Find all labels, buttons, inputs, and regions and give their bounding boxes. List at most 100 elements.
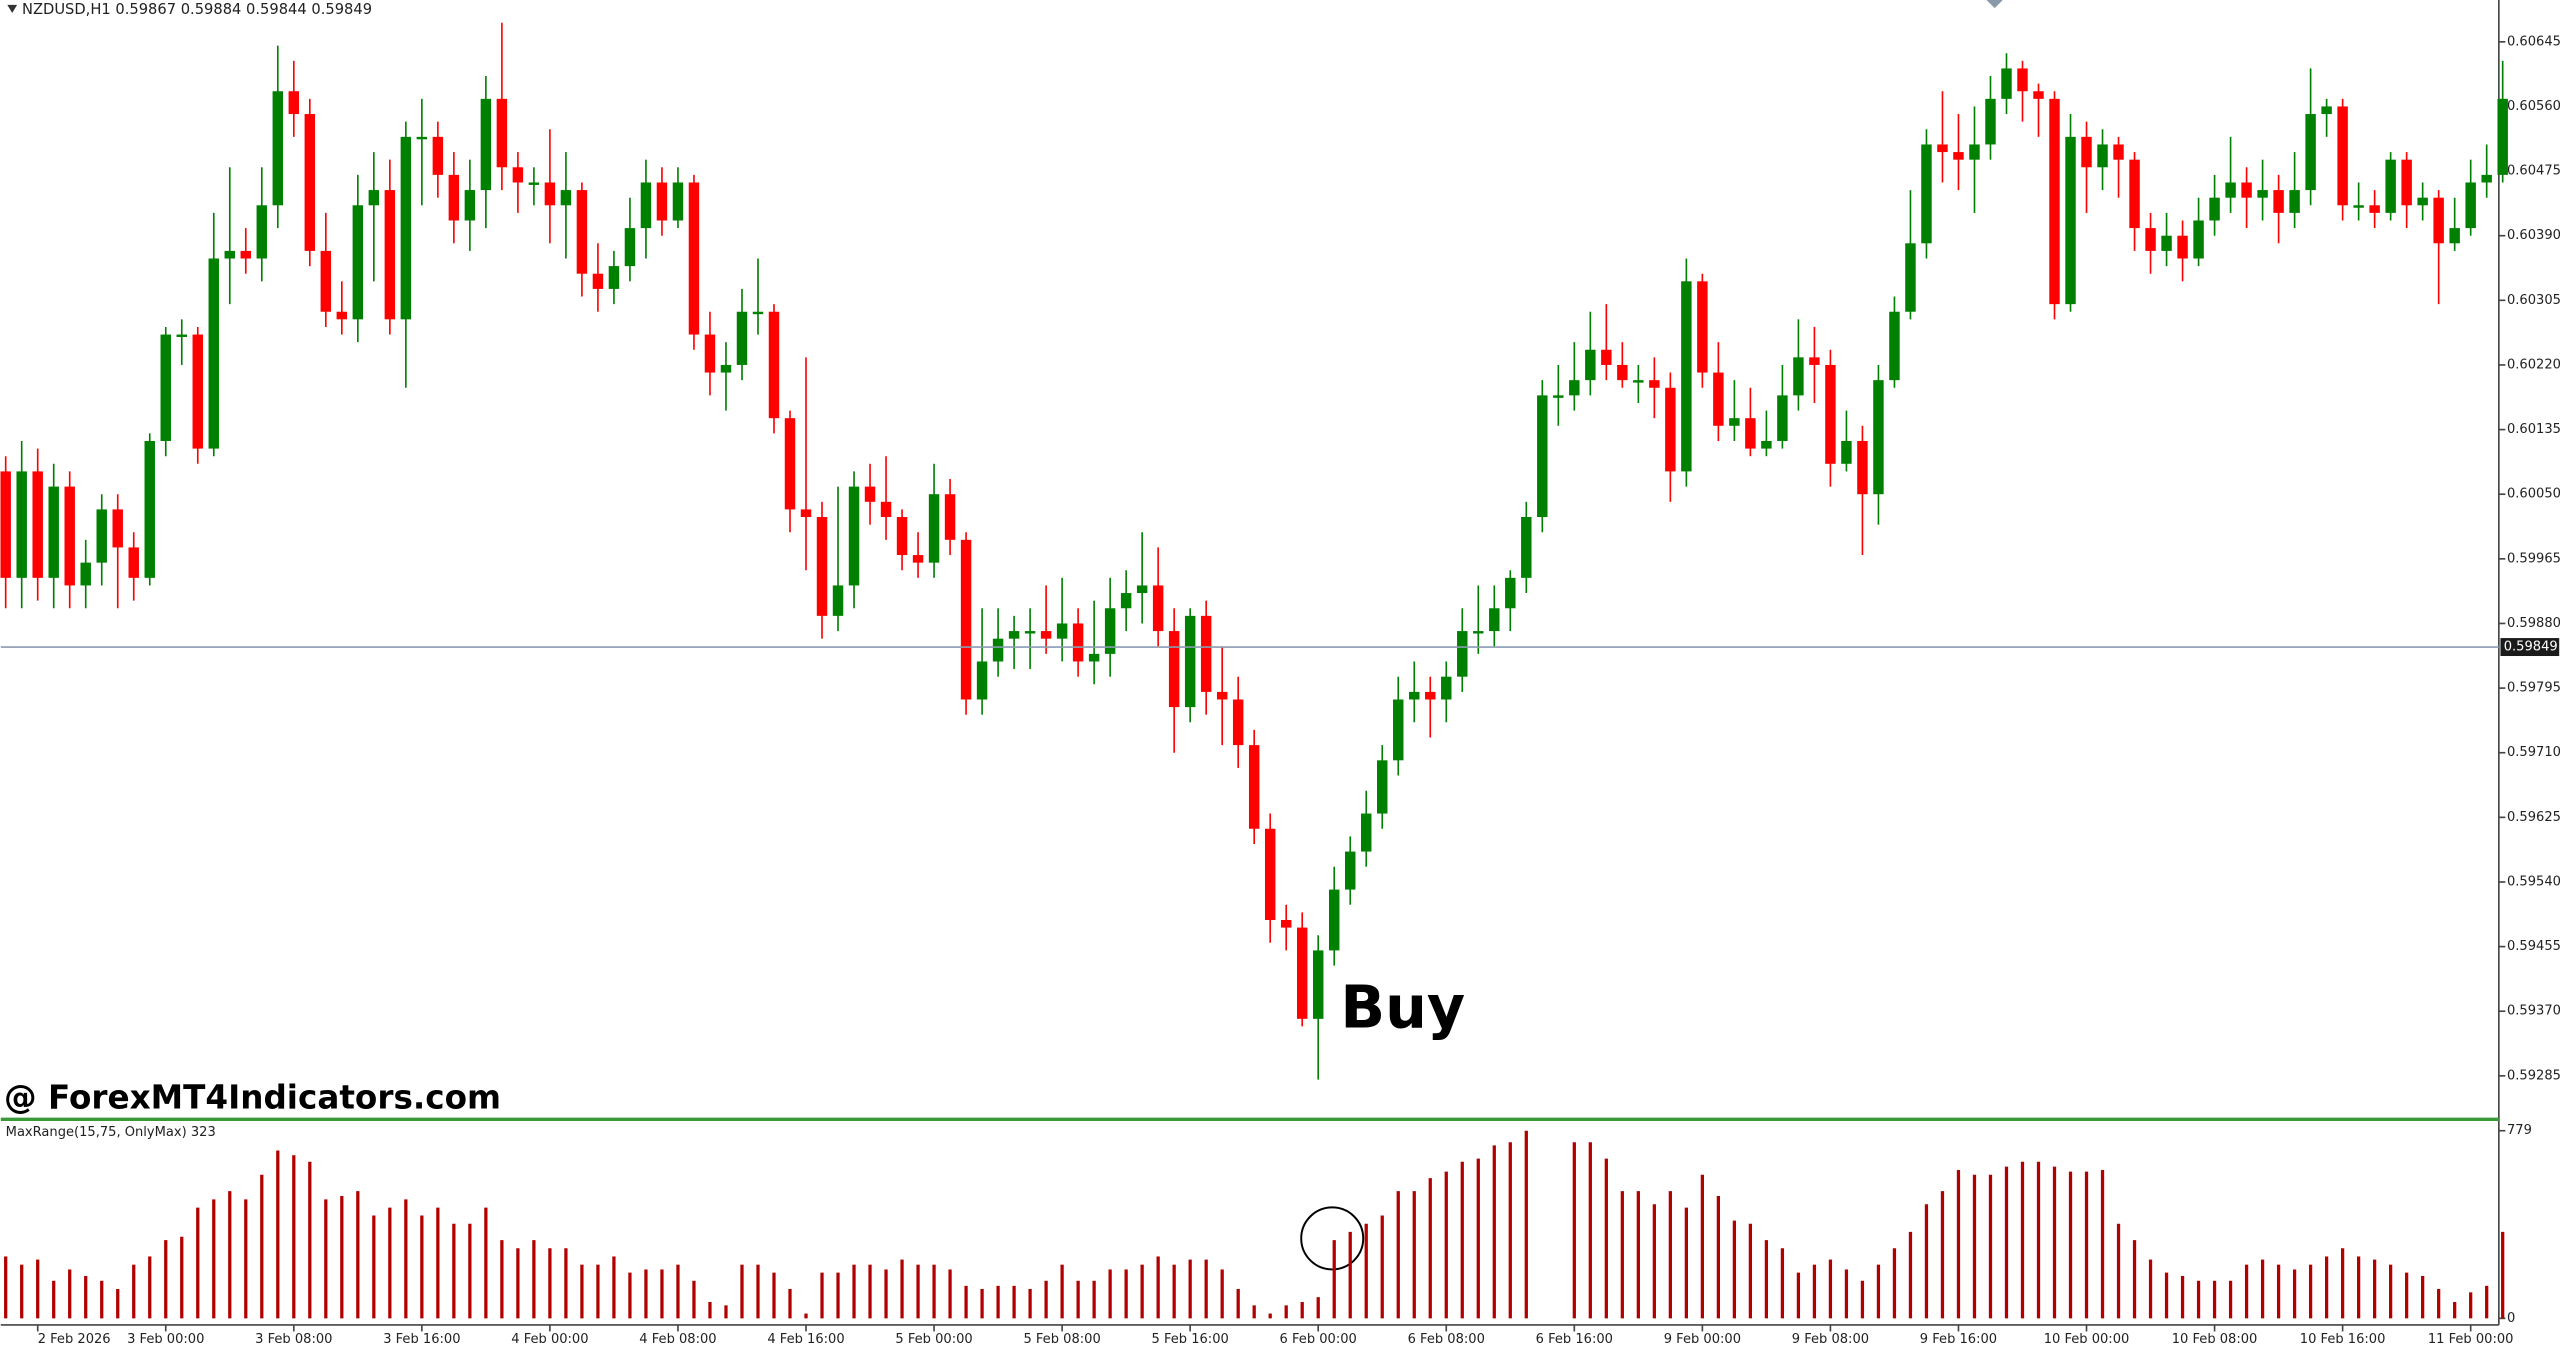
y-tick-label: 0.59285 — [2507, 1068, 2560, 1083]
candle-body — [976, 661, 988, 700]
candle-body — [256, 205, 268, 259]
candle-body — [1312, 950, 1324, 1019]
y-tick-label: 0.59370 — [2507, 1004, 2560, 1019]
y-tick-label: 0.59625 — [2507, 810, 2560, 825]
candle-body — [1120, 593, 1132, 609]
candle-body — [2177, 235, 2188, 259]
candle-body — [720, 364, 732, 373]
candle-body — [1777, 395, 1788, 441]
candle-body — [1200, 615, 1212, 692]
candle-body — [496, 98, 508, 168]
price-label-bg — [2500, 638, 2560, 657]
candle-body — [1441, 676, 1452, 700]
candle-body — [1969, 144, 1980, 160]
x-tick-label: 4 Feb 08:00 — [639, 1332, 716, 1347]
candle-body — [2273, 190, 2284, 213]
candle-body — [864, 486, 876, 502]
candle-body — [576, 190, 588, 274]
candle-body — [1024, 631, 1036, 634]
candle-body — [464, 190, 476, 221]
candle-body — [2241, 182, 2252, 198]
candle-body — [128, 547, 139, 578]
candle-body — [1553, 395, 1564, 398]
candle-body — [2257, 190, 2268, 198]
candle-body — [2001, 68, 2012, 99]
x-tick-label: 6 Feb 08:00 — [1408, 1332, 1485, 1347]
candle-body — [336, 311, 348, 320]
y-tick-label: 0.60645 — [2507, 34, 2560, 49]
candle-body — [48, 486, 59, 578]
candle-body — [240, 250, 252, 259]
y-tick-label: 0.59795 — [2507, 681, 2560, 696]
x-tick-label: 9 Feb 00:00 — [1664, 1332, 1741, 1347]
candle-body — [192, 334, 203, 449]
candle-body — [1601, 349, 1612, 365]
candle-body — [2497, 98, 2508, 175]
candle-body — [2481, 174, 2492, 183]
candle-body — [304, 114, 316, 251]
candle-body — [1489, 608, 1500, 632]
candle-body — [1809, 357, 1820, 365]
candle-body — [1104, 608, 1116, 654]
candle-body — [1457, 631, 1468, 677]
candle-body — [640, 182, 652, 229]
candle-body — [2225, 182, 2236, 198]
candle-body — [1232, 699, 1244, 746]
candle-body — [1681, 281, 1692, 472]
candle-body — [384, 190, 396, 320]
candle-body — [1697, 281, 1708, 373]
candle-body — [800, 509, 812, 518]
candle-body — [1713, 372, 1724, 426]
candle-body — [1889, 311, 1900, 381]
indicator-y-tick-label: 0 — [2507, 1311, 2515, 1326]
candle-body — [1072, 623, 1084, 662]
candle-body — [1585, 349, 1596, 381]
candle-body — [2017, 68, 2028, 92]
watermark: @ ForexMT4Indicators.com — [4, 1079, 501, 1117]
candle-body — [1345, 851, 1356, 890]
candle-body — [352, 205, 364, 320]
x-tick-label: 9 Feb 16:00 — [1920, 1332, 1997, 1347]
candle-body — [1873, 380, 1884, 495]
candle-body — [928, 494, 940, 563]
signal-circle — [1300, 1206, 1365, 1271]
symbol-arrow — [7, 4, 18, 14]
x-tick-label: 3 Feb 16:00 — [383, 1332, 460, 1347]
candle-body — [2321, 106, 2332, 115]
candle-body — [64, 486, 75, 586]
x-tick-label: 11 Feb 00:00 — [2428, 1332, 2514, 1347]
candle-body — [2385, 159, 2396, 213]
candle-body — [320, 250, 332, 312]
y-tick-label: 0.60390 — [2507, 228, 2560, 243]
candle-body — [1409, 691, 1420, 700]
y-tick-label: 0.60220 — [2507, 357, 2560, 372]
chart-title: NZDUSD,H1 0.59867 0.59884 0.59844 0.5984… — [22, 1, 372, 18]
candle-body — [1377, 760, 1388, 814]
candle-body — [1729, 418, 1740, 426]
candle-body — [688, 182, 700, 335]
candle-body — [1953, 152, 1964, 160]
candle-body — [1665, 387, 1676, 472]
y-tick-label: 0.59540 — [2507, 874, 2560, 889]
candle-body — [1088, 653, 1100, 662]
x-tick-label: 10 Feb 16:00 — [2300, 1332, 2386, 1347]
candle-body — [2353, 205, 2364, 208]
x-tick-label: 9 Feb 08:00 — [1792, 1332, 1869, 1347]
candle-body — [832, 585, 844, 616]
candle-body — [896, 517, 908, 556]
y-tick-label: 0.60475 — [2507, 164, 2560, 179]
indicator-title: MaxRange(15,75, OnlyMax) 323 — [6, 1125, 216, 1140]
candle-body — [480, 98, 492, 191]
candle-body — [2289, 190, 2300, 213]
candle-body — [592, 273, 604, 289]
candle-body — [544, 182, 556, 206]
candle-body — [32, 471, 43, 578]
candle-body — [1280, 919, 1292, 928]
candle-body — [2081, 136, 2092, 168]
candle-body — [224, 250, 235, 259]
candle-body — [736, 311, 748, 365]
candle-body — [2097, 144, 2108, 168]
candle-body — [1505, 577, 1516, 609]
scroll-marker — [1986, 0, 2003, 9]
y-tick-label: 0.59965 — [2507, 551, 2560, 566]
